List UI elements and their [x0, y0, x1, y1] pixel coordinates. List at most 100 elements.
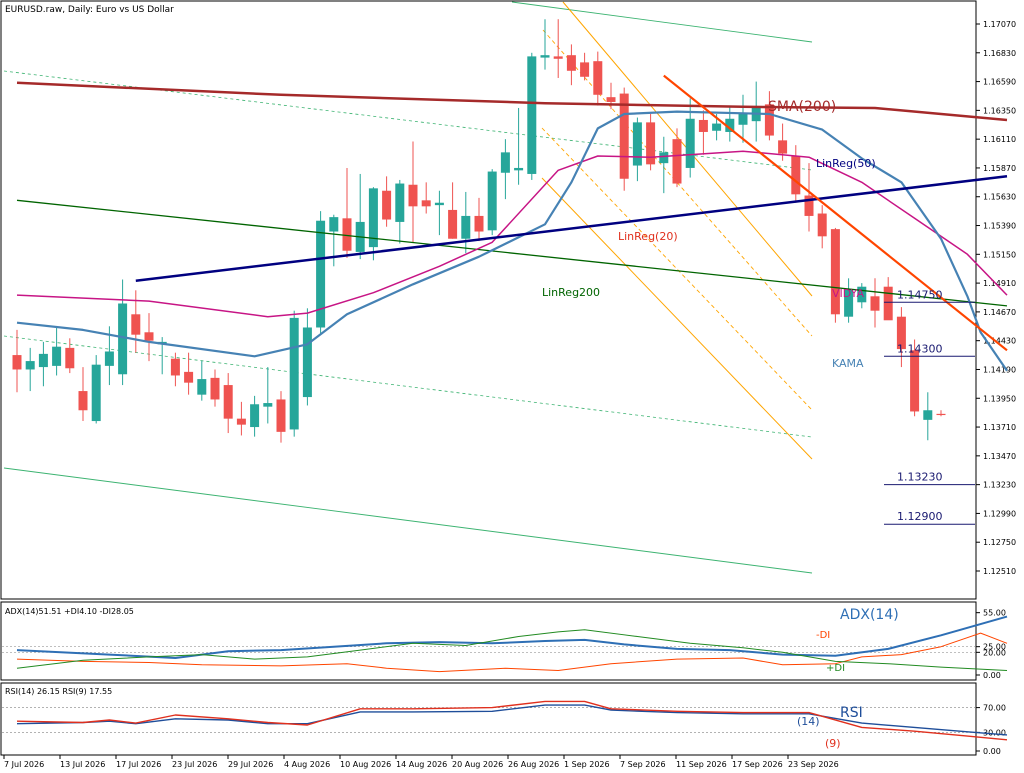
- bullish-candle: [197, 379, 207, 395]
- bearish-candle: [619, 93, 629, 179]
- bearish-candle: [791, 155, 801, 195]
- indicator-lines: [16, 74, 1008, 372]
- time-tick-label: 4 Aug 2026: [284, 760, 330, 769]
- bullish-candle: [250, 404, 260, 428]
- price-tick-label: 1.14670: [983, 308, 1016, 317]
- kama-line: [16, 110, 1008, 372]
- bearish-candle: [778, 140, 788, 154]
- bullish-candle: [91, 364, 101, 422]
- time-tick-label: 7 Sep 2026: [620, 760, 666, 769]
- linreg20-lower-band: [541, 177, 813, 460]
- bearish-candle: [896, 316, 906, 350]
- rsi-panel-frame: [0, 682, 977, 756]
- chart-title: EURUSD.raw, Daily: Euro vs US Dollar: [5, 5, 174, 15]
- price-tick-label: 1.16110: [983, 135, 1016, 144]
- bullish-candle: [487, 171, 497, 231]
- bullish-candle: [118, 303, 128, 375]
- price-panel-frame: [0, 0, 977, 600]
- sma200-label: SMA(200): [768, 99, 836, 115]
- minus-di-label: -DI: [816, 630, 830, 641]
- time-tick-label: 10 Aug 2026: [340, 760, 391, 769]
- bullish-candle: [923, 410, 933, 420]
- price-tick-label: 1.16830: [983, 49, 1016, 58]
- bullish-candle: [712, 123, 722, 131]
- rsi-label: RSI: [840, 705, 863, 721]
- bearish-candle: [593, 61, 603, 95]
- time-tick-label: 14 Aug 2026: [396, 760, 447, 769]
- price-tick-label: 1.13230: [983, 481, 1016, 490]
- bullish-candle: [725, 118, 735, 132]
- time-tick-label: 11 Sep 2026: [676, 760, 727, 769]
- bearish-candle: [342, 218, 352, 251]
- oscillator-lines: [16, 615, 1008, 741]
- bearish-candle: [672, 139, 682, 184]
- rsi9-label: (9): [825, 737, 841, 750]
- bearish-candle: [910, 350, 920, 412]
- bearish-candle: [382, 190, 392, 220]
- level-label: 1.14300: [897, 342, 943, 355]
- price-tick-label: 1.14430: [983, 337, 1016, 346]
- level-label: 1.12900: [897, 510, 943, 523]
- linreg200-upper-band: [511, 1, 813, 43]
- bullish-candle: [738, 112, 748, 125]
- bearish-candle: [830, 229, 840, 315]
- bullish-candle: [52, 346, 62, 366]
- bearish-candle: [408, 184, 418, 207]
- adx-tick-label: 25.00: [983, 643, 1006, 652]
- adx-series-1: [16, 632, 1008, 673]
- vidya-line: [16, 150, 1008, 318]
- price-tick-label: 1.13470: [983, 452, 1016, 461]
- bullish-candle: [316, 220, 326, 328]
- bearish-candle: [223, 385, 233, 419]
- bearish-candle: [78, 391, 88, 411]
- price-tick-label: 1.12510: [983, 567, 1016, 576]
- linreg50-lower-band: [3, 335, 813, 438]
- price-tick-label: 1.12990: [983, 509, 1016, 518]
- price-tick-label: 1.15870: [983, 164, 1016, 173]
- bearish-candle: [12, 355, 22, 370]
- bearish-candle: [698, 119, 708, 132]
- linreg50-label: LinReg(50): [816, 157, 876, 170]
- rsi-title: RSI(14) 26.15 RSI(9) 17.55: [5, 687, 112, 696]
- time-tick-label: 17 Sep 2026: [732, 760, 783, 769]
- time-tick-label: 13 Jul 2026: [60, 760, 105, 769]
- bullish-candle: [368, 188, 378, 248]
- bearish-candle: [883, 286, 893, 321]
- bearish-candle: [870, 296, 880, 311]
- bearish-candle: [936, 413, 946, 416]
- bullish-candle: [527, 56, 537, 174]
- adx-label: ADX(14): [840, 607, 899, 623]
- bearish-candle: [448, 209, 458, 239]
- time-tick-label: 7 Jul 2026: [4, 760, 44, 769]
- bullish-candle: [263, 403, 273, 407]
- time-tick-label: 23 Sep 2026: [788, 760, 839, 769]
- linreg200-lower-band: [3, 467, 813, 574]
- bearish-candle: [276, 399, 286, 432]
- bullish-candle: [461, 215, 471, 239]
- bearish-candle: [184, 371, 194, 383]
- bearish-candle: [65, 347, 75, 369]
- time-tick-label: 29 Jul 2026: [228, 760, 273, 769]
- bearish-candle: [566, 55, 576, 71]
- price-tick-label: 1.14190: [983, 365, 1016, 374]
- time-tick-label: 23 Jul 2026: [172, 760, 217, 769]
- adx-title: ADX(14)51.51 +DI4.10 -DI28.05: [5, 607, 134, 616]
- kama-label: KAMA: [832, 357, 864, 370]
- linreg50-line: [135, 175, 1008, 282]
- rsi-tick-label: 30.00: [983, 728, 1006, 737]
- rsi-series-1: [16, 700, 1008, 741]
- price-tick-label: 1.17070: [983, 20, 1016, 29]
- bullish-candle: [38, 353, 48, 368]
- linreg20-line: [663, 74, 1008, 352]
- time-tick-label: 20 Aug 2026: [452, 760, 503, 769]
- price-tick-label: 1.15390: [983, 222, 1016, 231]
- bearish-candle: [170, 358, 180, 376]
- price-levels: 1.14750 1.14300 1.13230 1.12900: [884, 288, 975, 525]
- rsi-tick-label: 0.00: [983, 747, 1001, 756]
- bearish-candle: [580, 62, 590, 77]
- linreg20-label: LinReg(20): [618, 230, 678, 243]
- price-axis: 1.17070 1.16830 1.16590 1.16350 1.16110 1.158…: [2, 20, 1016, 756]
- time-axis: 7 Jul 2026 13 Jul 2026 17 Jul 2026 23 Jul 2…: [3, 755, 839, 769]
- price-tick-label: 1.12750: [983, 538, 1016, 547]
